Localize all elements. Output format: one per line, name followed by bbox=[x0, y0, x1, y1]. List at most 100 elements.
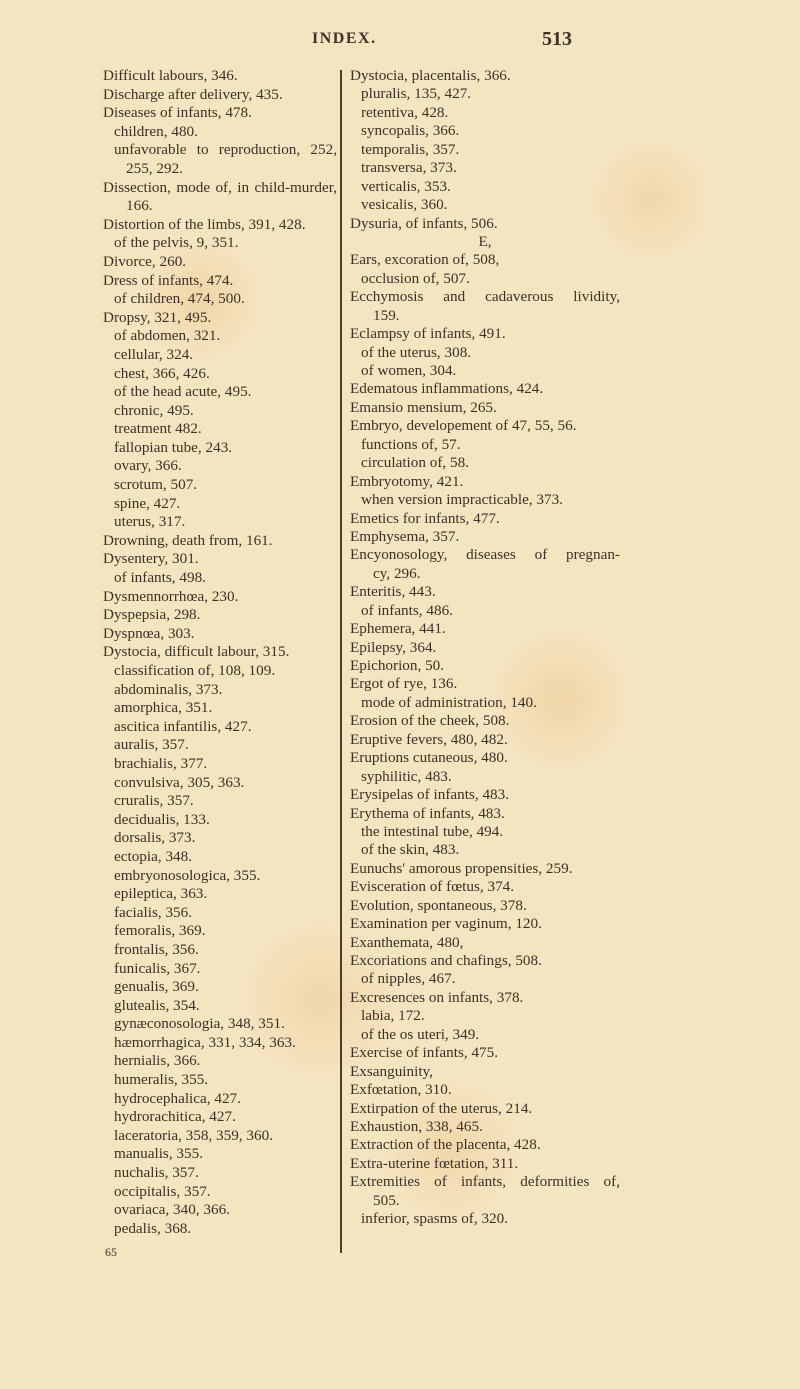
index-subentry: verticalis, 353. bbox=[361, 177, 451, 195]
index-entry: Enteritis, 443. bbox=[350, 583, 436, 601]
index-subentry: frontalis, 356. bbox=[114, 940, 199, 958]
index-entry: Erosion of the cheek, 508. bbox=[350, 712, 510, 730]
index-entry-continuation: 166. bbox=[126, 197, 153, 215]
index-entry: Eruptions cutaneous, 480. bbox=[350, 749, 508, 767]
index-entry-continuation: 255, 292. bbox=[126, 159, 183, 177]
index-subentry: femoralis, 369. bbox=[114, 922, 206, 940]
index-subentry: cruralis, 357. bbox=[114, 792, 194, 810]
index-subentry: uterus, 317. bbox=[114, 513, 186, 531]
index-subentry: of infants, 498. bbox=[114, 569, 206, 587]
index-entry: Dropsy, 321, 495. bbox=[103, 308, 212, 326]
index-subentry: hæmorrhagica, 331, 334, 363. bbox=[114, 1033, 296, 1051]
index-entry: Erythema of infants, 483. bbox=[350, 804, 505, 822]
index-subentry: of the uterus, 308. bbox=[361, 343, 472, 361]
index-entry: Diseases of infants, 478. bbox=[103, 104, 252, 122]
index-subentry: occipitalis, 357. bbox=[114, 1182, 211, 1200]
index-subentry: laceratoria, 358, 359, 360. bbox=[114, 1126, 273, 1144]
index-entry: Exfœtation, 310. bbox=[350, 1081, 452, 1099]
signature-mark: 65 bbox=[105, 1245, 117, 1259]
index-column-right: Dystocia, placentalis, 366. pluralis, 135… bbox=[350, 67, 620, 1229]
index-subentry: retentiva, 428. bbox=[361, 103, 449, 121]
index-entry: Extremities of infants, deformities of, bbox=[350, 1173, 620, 1191]
index-entry-continuation: 505. bbox=[373, 1191, 400, 1209]
index-entry: Epilepsy, 364. bbox=[350, 638, 437, 656]
index-subentry: children, 480. bbox=[114, 122, 198, 140]
index-entry: Embryotomy, 421. bbox=[350, 472, 464, 490]
index-entry: Dysmennorrhœa, 230. bbox=[103, 587, 239, 605]
index-subentry: hydrorachitica, 427. bbox=[114, 1108, 236, 1126]
index-subentry: epileptica, 363. bbox=[114, 885, 208, 903]
index-entry: Edematous inflammations, 424. bbox=[350, 380, 544, 398]
index-subentry: humeralis, 355. bbox=[114, 1071, 209, 1089]
index-subentry: of the skin, 483. bbox=[361, 841, 460, 859]
section-letter: E, bbox=[478, 232, 492, 250]
index-entry: Ergot of rye, 136. bbox=[350, 675, 458, 693]
index-entry: Emphysema, 357. bbox=[350, 527, 460, 545]
index-entry: Dyspepsia, 298. bbox=[103, 606, 201, 624]
index-subentry: of the os uteri, 349. bbox=[361, 1025, 480, 1043]
index-subentry: unfavorable to reproduction, 252, bbox=[114, 141, 337, 159]
page-number: 513 bbox=[542, 28, 572, 50]
index-entry: Emansio mensium, 265. bbox=[350, 398, 497, 416]
index-subentry: ovariaca, 340, 366. bbox=[114, 1201, 230, 1219]
index-subentry: classification of, 108, 109. bbox=[114, 662, 276, 679]
index-entry: Ephemera, 441. bbox=[350, 620, 446, 638]
index-entry-continuation: 159. bbox=[373, 306, 400, 324]
index-subentry: of the head acute, 495. bbox=[114, 383, 252, 401]
index-subentry: labia, 172. bbox=[361, 1007, 425, 1025]
index-subentry: chronic, 495. bbox=[114, 401, 194, 419]
index-entry: Dissection, mode of, in child-murder, bbox=[103, 178, 337, 196]
index-subentry: brachialis, 377. bbox=[114, 754, 208, 772]
index-subentry: circulation of, 58. bbox=[361, 454, 469, 472]
index-subentry: nuchalis, 357. bbox=[114, 1164, 199, 1182]
index-entry: Encyonosology, diseases of pregnan- bbox=[350, 546, 620, 564]
index-subentry: convulsiva, 305, 363. bbox=[114, 773, 245, 791]
index-subentry: treatment 482. bbox=[114, 420, 202, 438]
index-subentry: of the pelvis, 9, 351. bbox=[114, 234, 239, 252]
index-entry-continuation: cy, 296. bbox=[373, 564, 421, 582]
index-entry: Emetics for infants, 477. bbox=[350, 509, 500, 527]
index-subentry: embryonosologica, 355. bbox=[114, 866, 261, 884]
index-entry: Extirpation of the uterus, 214. bbox=[350, 1099, 533, 1117]
index-entry: Excresences on infants, 378. bbox=[350, 988, 524, 1006]
index-subentry: ascitica infantilis, 427. bbox=[114, 717, 252, 735]
index-subentry: abdominalis, 373. bbox=[114, 680, 223, 698]
index-subentry: transversa, 373. bbox=[361, 159, 457, 177]
index-subentry: cellular, 324. bbox=[114, 345, 194, 363]
index-subentry: of children, 474, 500. bbox=[114, 290, 245, 308]
index-entry: Eunuchs' amorous propensities, 259. bbox=[350, 859, 573, 877]
index-subentry: vesicalis, 360. bbox=[361, 196, 448, 214]
index-subentry: fallopian tube, 243. bbox=[114, 438, 233, 456]
index-subentry: the intestinal tube, 494. bbox=[361, 822, 504, 840]
index-entry: Exercise of infants, 475. bbox=[350, 1044, 499, 1062]
index-subentry: dorsalis, 373. bbox=[114, 829, 196, 847]
index-subentry: pluralis, 135, 427. bbox=[361, 85, 472, 103]
index-subentry: functions of, 57. bbox=[361, 435, 461, 453]
index-entry: Exanthemata, 480, bbox=[350, 933, 464, 951]
index-entry: Dress of infants, 474. bbox=[103, 271, 234, 289]
index-subentry: gynæconosologia, 348, 351. bbox=[114, 1015, 285, 1033]
index-subentry: scrotum, 507. bbox=[114, 476, 198, 494]
index-subentry: ovary, 366. bbox=[114, 457, 182, 475]
index-entry: Divorce, 260. bbox=[103, 252, 187, 270]
page-header: INDEX. 513 bbox=[0, 28, 800, 54]
index-entry: Difficult labours, 346. bbox=[103, 67, 238, 84]
index-entry: Dyspnœa, 303. bbox=[103, 624, 195, 642]
index-subentry: of women, 304. bbox=[361, 362, 457, 379]
index-entry: Discharge after delivery, 435. bbox=[103, 85, 283, 103]
index-entry: Drowning, death from, 161. bbox=[103, 531, 273, 549]
index-subentry: temporalis, 357. bbox=[361, 140, 460, 158]
index-entry: Eruptive fevers, 480, 482. bbox=[350, 730, 508, 748]
index-entry: Ears, excoration of, 508, bbox=[350, 251, 500, 269]
index-entry: Dysuria, of infants, 506. bbox=[350, 214, 498, 232]
index-subentry: ectopia, 348. bbox=[114, 847, 193, 865]
index-subentry: spine, 427. bbox=[114, 494, 181, 512]
index-subentry: of infants, 486. bbox=[361, 601, 453, 619]
index-subentry: manualis, 355. bbox=[114, 1145, 204, 1163]
index-subentry: syncopalis, 366. bbox=[361, 122, 460, 140]
running-title: INDEX. bbox=[312, 30, 377, 47]
index-entry: Evolution, spontaneous, 378. bbox=[350, 896, 527, 914]
index-subentry: decidualis, 133. bbox=[114, 810, 210, 828]
index-subentry: chest, 366, 426. bbox=[114, 364, 210, 382]
index-subentry: occlusion of, 507. bbox=[361, 269, 470, 287]
